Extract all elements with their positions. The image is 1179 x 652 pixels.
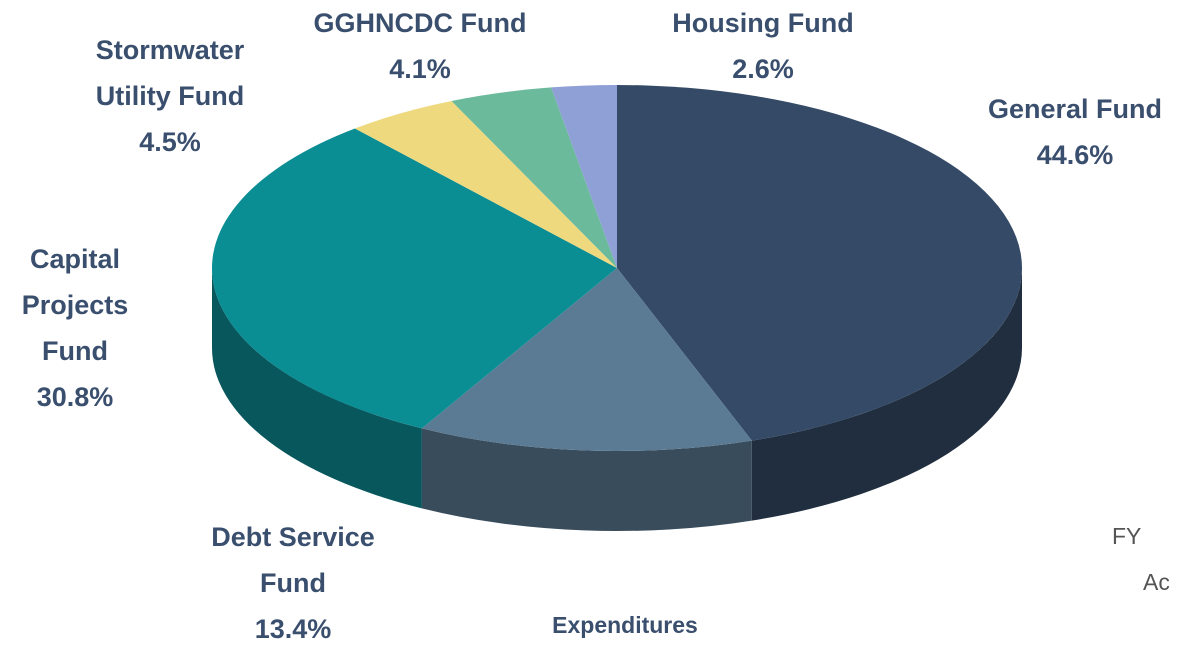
slice-value: 13.4%: [254, 614, 332, 644]
slice-value: 4.5%: [139, 127, 201, 157]
annotation: FY: [1112, 523, 1142, 549]
caption: Expenditures: [552, 612, 698, 638]
slice-name: Stormwater Utility Fund: [95, 35, 245, 111]
slice-value: 44.6%: [1036, 140, 1114, 170]
slice-value: 2.6%: [732, 54, 794, 84]
slice-label: Capital Projects Fund 30.8%: [0, 236, 150, 420]
slice-value: 30.8%: [36, 382, 114, 412]
annotation: Ac: [1143, 569, 1170, 595]
pie-slice: [212, 128, 618, 429]
slice-name: Capital Projects Fund: [21, 244, 129, 366]
slice-side: [212, 268, 422, 509]
slice-label: Stormwater Utility Fund 4.5%: [65, 27, 275, 165]
slice-value: 4.1%: [389, 54, 451, 84]
slice-name: Housing Fund: [672, 8, 854, 38]
pie-slice: [354, 100, 617, 268]
slice-name: GGHNCDC Fund: [313, 8, 527, 38]
pie-slice: [551, 85, 617, 268]
slice-name: General Fund: [987, 94, 1163, 124]
pie-slice: [421, 268, 752, 451]
slice-side: [421, 428, 752, 531]
slice-side: [751, 268, 1022, 521]
pie-slice: [451, 87, 617, 269]
slice-name: Debt Service Fund: [211, 522, 375, 598]
pie-slice: [617, 85, 1023, 441]
slice-label: Housing Fund 2.6%: [643, 0, 883, 92]
slice-label: General Fund 44.6%: [970, 86, 1179, 178]
slice-label: Debt Service Fund 13.4%: [186, 514, 401, 652]
slice-label: GGHNCDC Fund 4.1%: [290, 0, 550, 92]
